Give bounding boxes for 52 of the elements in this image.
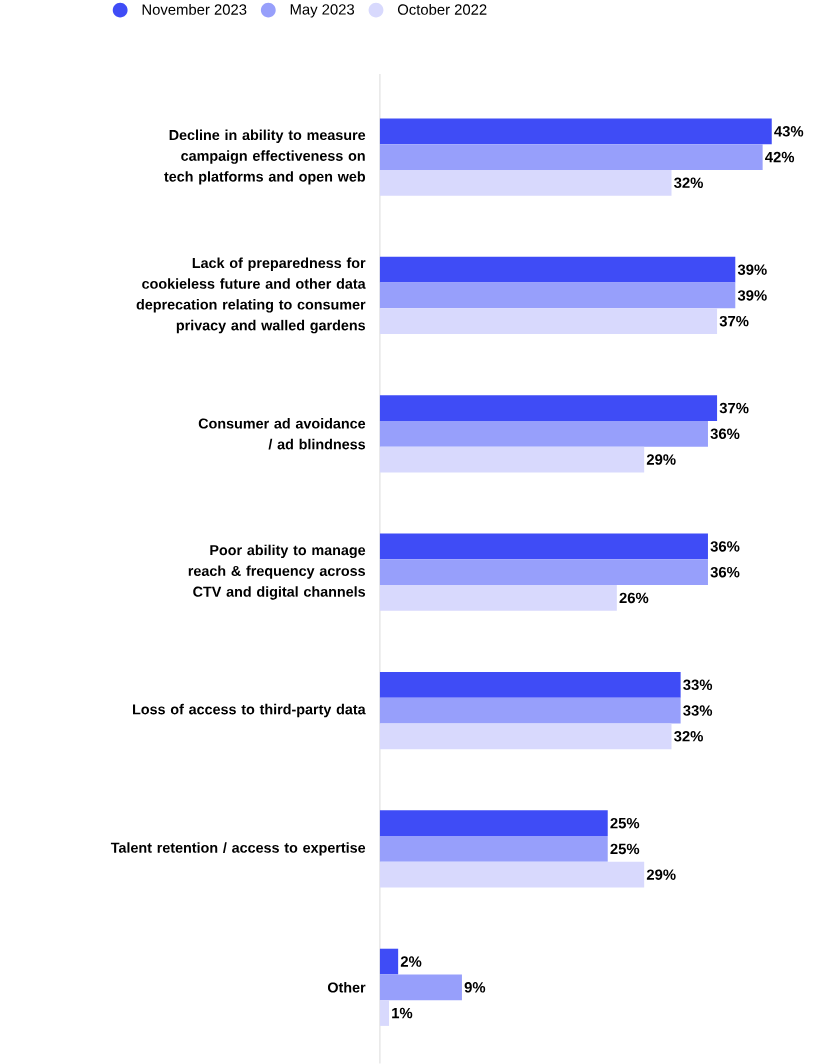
- bar: [379, 836, 608, 862]
- data-label: 25%: [610, 817, 640, 829]
- data-label: 33%: [683, 679, 713, 691]
- bar: [379, 169, 672, 196]
- bar: [379, 810, 608, 837]
- data-label: 39%: [737, 264, 767, 275]
- data-label: 36%: [710, 428, 740, 440]
- bar: [379, 420, 708, 447]
- data-label: 32%: [674, 177, 703, 189]
- bar: [379, 559, 708, 586]
- bar: [379, 861, 645, 888]
- bar: [379, 446, 645, 473]
- bar: [379, 1000, 390, 1026]
- bar: [379, 948, 399, 975]
- data-label: 29%: [646, 454, 676, 465]
- data-label: 39%: [737, 290, 767, 301]
- y-tick-label: Consumer ad avoidance / ad blindness: [198, 418, 366, 450]
- bar: [379, 974, 462, 1001]
- data-label: 43%: [774, 126, 804, 137]
- data-label: 26%: [619, 592, 649, 604]
- y-tick-label: Other: [327, 982, 366, 993]
- bar: [379, 308, 718, 334]
- bar: [379, 671, 681, 698]
- y-tick-label: Poor ability to manage reach & frequency across CTV and digital channels: [188, 544, 366, 600]
- bar: [379, 723, 672, 750]
- bar: [379, 533, 708, 560]
- bar: [379, 697, 681, 724]
- bar: [379, 256, 736, 283]
- data-label: 9%: [464, 982, 486, 993]
- y-tick-label: Loss of access to third-party data: [132, 703, 366, 718]
- legend-label: May 2023: [290, 4, 355, 18]
- data-label: 29%: [646, 869, 676, 880]
- data-label: 42%: [765, 151, 795, 163]
- bar: [379, 585, 617, 611]
- y-tick-label: Decline in ability to measure campaign effectiveness on tech platforms and open web: [164, 129, 366, 185]
- bar: [379, 395, 718, 421]
- data-label: 25%: [610, 843, 640, 855]
- data-label: 1%: [392, 1007, 413, 1019]
- y-tick-label: Talent retention / access to expertise: [110, 842, 366, 856]
- data-label: 37%: [719, 402, 749, 414]
- data-label: 36%: [710, 541, 740, 552]
- data-label: 32%: [674, 731, 703, 742]
- legend-label: October 2022: [397, 3, 487, 15]
- data-label: 36%: [710, 566, 740, 578]
- bar: [379, 144, 763, 170]
- bar: [379, 118, 772, 145]
- data-label: 33%: [683, 705, 713, 716]
- y-tick-label: Lack of preparedness for cookieless future and other data deprecation relating to consumer privacy and walled gardens: [136, 257, 366, 334]
- legend-label: November 2023: [142, 3, 247, 15]
- data-label: 2%: [400, 956, 422, 967]
- bar: [379, 282, 736, 309]
- data-label: 37%: [719, 315, 749, 327]
